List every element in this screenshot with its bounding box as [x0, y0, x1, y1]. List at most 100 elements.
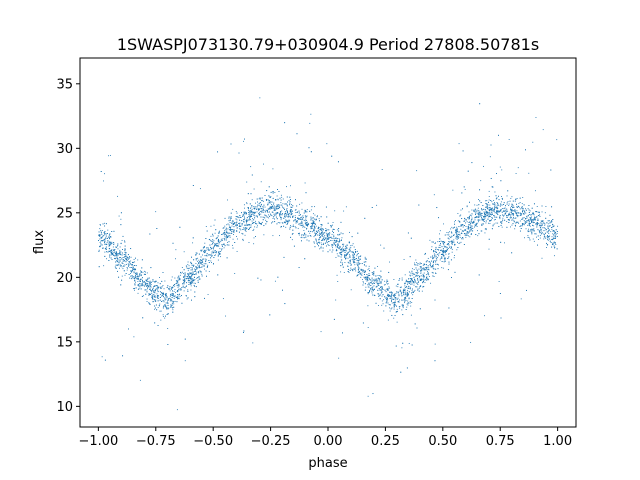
data-point — [294, 219, 296, 221]
data-point — [186, 268, 188, 269]
data-point — [547, 225, 549, 227]
data-point — [520, 225, 522, 227]
data-point — [341, 240, 342, 241]
data-point — [384, 289, 386, 291]
data-point — [250, 166, 252, 168]
data-point — [122, 235, 124, 237]
data-point — [381, 169, 383, 170]
data-point — [330, 239, 332, 241]
data-point — [142, 279, 143, 281]
data-point — [236, 227, 238, 229]
data-point — [177, 281, 179, 283]
data-point — [518, 206, 519, 207]
data-point — [391, 292, 393, 294]
data-point — [181, 271, 183, 273]
data-point — [358, 261, 360, 263]
data-point — [214, 245, 216, 246]
data-point — [476, 226, 478, 227]
data-point — [343, 243, 345, 245]
data-point — [230, 219, 231, 221]
data-point — [259, 202, 261, 204]
data-point — [99, 228, 101, 230]
data-point — [417, 289, 419, 291]
data-point — [470, 227, 472, 229]
data-point — [337, 234, 338, 236]
data-point — [345, 246, 347, 248]
data-point — [122, 259, 124, 260]
data-point — [135, 287, 137, 289]
data-point — [473, 210, 474, 212]
data-point — [177, 277, 179, 279]
data-point — [185, 278, 187, 280]
data-point — [295, 220, 297, 222]
data-point — [458, 236, 460, 238]
data-point — [507, 201, 509, 203]
data-point — [123, 270, 125, 272]
data-point — [185, 275, 187, 277]
data-point — [437, 253, 439, 255]
data-point — [447, 269, 449, 271]
data-point — [302, 219, 304, 221]
data-point — [489, 156, 491, 158]
data-point — [106, 242, 108, 244]
data-point — [244, 218, 246, 220]
data-point — [214, 219, 216, 221]
data-point — [460, 228, 462, 230]
data-point — [260, 181, 262, 183]
data-point — [407, 282, 409, 284]
data-point — [552, 238, 554, 239]
data-point — [394, 297, 396, 299]
data-point — [422, 267, 424, 269]
data-point — [205, 254, 207, 256]
data-point — [353, 261, 355, 263]
data-point — [417, 275, 419, 276]
data-point — [130, 256, 132, 258]
data-point — [103, 239, 105, 241]
data-point — [102, 247, 104, 249]
data-point — [347, 261, 349, 263]
data-point — [279, 206, 280, 208]
data-point — [190, 267, 192, 269]
data-point — [510, 209, 512, 211]
data-point — [546, 247, 547, 248]
data-point — [131, 264, 133, 266]
data-point — [375, 281, 377, 283]
data-point — [172, 309, 174, 311]
data-point — [484, 215, 486, 217]
data-point — [387, 289, 389, 291]
data-point — [509, 217, 511, 219]
data-point — [298, 223, 300, 225]
data-point — [403, 294, 405, 296]
data-point — [328, 229, 330, 231]
data-point — [322, 231, 324, 233]
data-point — [407, 293, 408, 294]
data-point — [229, 221, 231, 223]
data-point — [349, 269, 351, 271]
data-point — [227, 241, 229, 243]
data-point — [363, 264, 365, 266]
data-point — [386, 282, 387, 284]
data-point — [172, 301, 174, 303]
data-point — [508, 219, 510, 221]
data-point — [277, 198, 279, 200]
data-point — [289, 226, 291, 228]
data-point — [420, 263, 422, 264]
data-point — [298, 232, 300, 234]
data-point — [356, 258, 357, 259]
data-point — [117, 254, 119, 256]
data-point — [186, 278, 188, 280]
data-point — [189, 280, 191, 282]
data-point — [224, 234, 226, 236]
data-point — [405, 309, 407, 310]
data-point — [426, 267, 427, 269]
data-point — [492, 224, 494, 226]
data-point — [155, 296, 157, 298]
data-point — [238, 152, 240, 154]
data-point — [406, 303, 408, 305]
data-point — [105, 223, 107, 225]
data-point — [387, 302, 389, 304]
data-point — [145, 293, 147, 295]
data-point — [314, 223, 316, 225]
data-point — [292, 224, 294, 226]
data-point — [184, 281, 186, 283]
